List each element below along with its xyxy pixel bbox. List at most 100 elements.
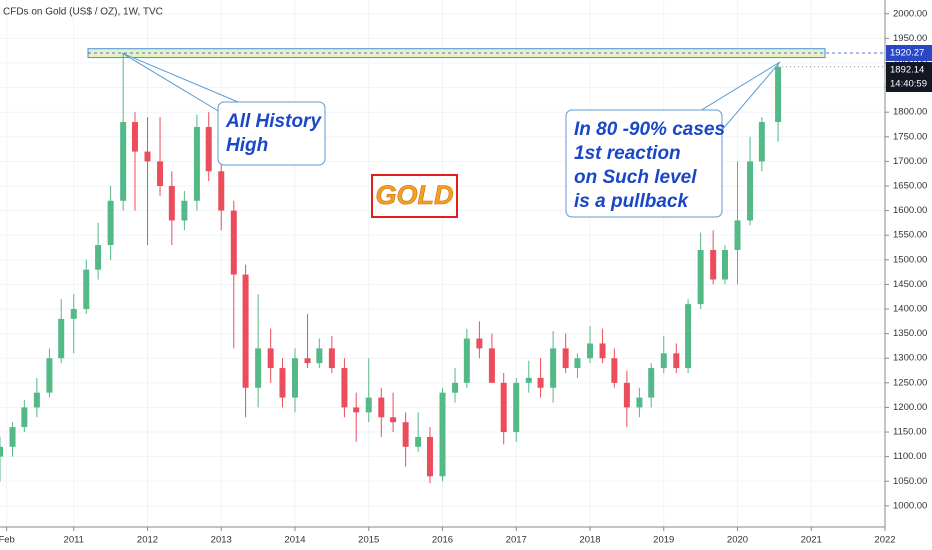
candle-body bbox=[181, 200, 188, 221]
x-tick-label: Feb bbox=[0, 535, 15, 546]
candle-body bbox=[0, 446, 3, 457]
level-price-tag bbox=[886, 45, 932, 62]
x-tick-label: 2018 bbox=[579, 535, 600, 546]
y-tick-label: 1050.00 bbox=[893, 476, 927, 487]
candle-body bbox=[721, 249, 728, 280]
candle-body bbox=[574, 358, 581, 369]
x-tick-label: 2012 bbox=[137, 535, 158, 546]
y-tick-label: 1950.00 bbox=[893, 33, 927, 44]
x-tick-label: 2011 bbox=[64, 535, 84, 546]
candle-body bbox=[415, 436, 422, 447]
y-tick-label: 1000.00 bbox=[893, 500, 927, 511]
candle-body bbox=[378, 397, 385, 418]
y-tick-label: 1150.00 bbox=[893, 427, 927, 438]
candle-body bbox=[365, 397, 372, 413]
candle-body bbox=[21, 407, 28, 428]
candle-body bbox=[218, 171, 225, 211]
candle-body bbox=[230, 210, 237, 275]
annotation-text: on Such level bbox=[574, 167, 697, 188]
x-tick-label: 2016 bbox=[432, 535, 453, 546]
candle-body bbox=[58, 318, 65, 359]
candle-body bbox=[157, 161, 164, 186]
candle-body bbox=[83, 269, 90, 310]
candle-body bbox=[267, 348, 274, 369]
y-tick-label: 2000.00 bbox=[893, 8, 927, 19]
x-tick-label: 2013 bbox=[211, 535, 232, 546]
candle-body bbox=[734, 220, 741, 250]
candle-body bbox=[120, 122, 127, 201]
candle-body bbox=[353, 407, 360, 413]
candle-body bbox=[107, 200, 114, 246]
candle-body bbox=[758, 122, 765, 162]
candle-body bbox=[452, 382, 459, 393]
y-tick-label: 1600.00 bbox=[893, 205, 927, 216]
y-tick-label: 1500.00 bbox=[893, 254, 927, 265]
candle-body bbox=[304, 358, 311, 364]
candle-body bbox=[587, 343, 593, 359]
candle-body bbox=[242, 274, 249, 388]
y-tick-label: 1450.00 bbox=[893, 279, 927, 290]
y-tick-label: 1550.00 bbox=[893, 230, 927, 241]
chart-title: CFDs on Gold (US$ / OZ), 1W, TVC bbox=[3, 7, 163, 18]
candle-body bbox=[599, 343, 606, 359]
callout-box bbox=[565, 109, 723, 218]
y-tick-label: 1350.00 bbox=[893, 328, 927, 339]
y-tick-label: 1800.00 bbox=[893, 107, 927, 118]
annotation-text: 1st reaction bbox=[574, 143, 681, 164]
candles bbox=[0, 53, 885, 484]
x-tick-label: 2022 bbox=[874, 535, 895, 546]
candle-body bbox=[747, 161, 754, 221]
candle-body bbox=[131, 122, 138, 152]
y-tick-label: 1200.00 bbox=[893, 402, 927, 413]
y-tick-label: 1700.00 bbox=[893, 156, 927, 167]
candle-body bbox=[402, 422, 409, 447]
candle-body bbox=[205, 126, 212, 172]
y-tick-label: 1750.00 bbox=[893, 131, 927, 142]
candle-body bbox=[463, 338, 470, 383]
y-tick-label: 1400.00 bbox=[893, 304, 927, 315]
overlay: GOLD CFDs on Gold (US$ / OZ), 1W, TVC bbox=[3, 7, 781, 218]
annotation-text: High bbox=[226, 135, 268, 156]
annotations: All History High In 80 -90% cases 1st react… bbox=[225, 111, 725, 212]
candle-body bbox=[685, 304, 692, 369]
candle-body bbox=[426, 436, 433, 477]
annotation-text: All History bbox=[225, 111, 322, 132]
x-tick-label: 2014 bbox=[284, 535, 305, 546]
candle-body bbox=[550, 348, 557, 388]
y-tick-label: 1250.00 bbox=[893, 377, 927, 388]
candle-body bbox=[476, 338, 483, 349]
candle-body bbox=[488, 348, 495, 383]
annotation-text: In 80 -90% cases bbox=[574, 119, 725, 140]
countdown-label: 14:40:59 bbox=[890, 79, 927, 90]
candle-body bbox=[636, 397, 643, 408]
candle-body bbox=[168, 186, 175, 221]
candle-body bbox=[144, 151, 151, 162]
candle-body bbox=[611, 358, 618, 383]
x-tick-label: 2021 bbox=[801, 535, 822, 546]
candle-body bbox=[660, 353, 667, 369]
x-tick-label: 2020 bbox=[727, 535, 748, 546]
last-price-tag bbox=[886, 62, 932, 93]
x-tick-label: 2017 bbox=[506, 535, 527, 546]
candle-body bbox=[341, 368, 348, 408]
candle-body bbox=[279, 368, 286, 398]
annotation-text: is a pullback bbox=[574, 191, 689, 212]
candle-body bbox=[775, 66, 782, 123]
candle-body bbox=[9, 427, 16, 447]
last-price-label: 1892.14 bbox=[890, 65, 924, 76]
callout-box bbox=[217, 101, 326, 166]
candle-body bbox=[316, 348, 323, 364]
x-tick-label: 2015 bbox=[358, 535, 379, 546]
axes: 1000.00 1050.00 1100.00 1150.00 1200.00 1250.… bbox=[0, 8, 932, 546]
y-tick-label: 1300.00 bbox=[893, 353, 927, 364]
candle-body bbox=[70, 309, 77, 319]
candle-body bbox=[562, 348, 569, 369]
candle-body bbox=[623, 382, 630, 408]
candle-body bbox=[710, 249, 717, 280]
candle-body bbox=[673, 353, 680, 369]
level-price-label: 1920.27 bbox=[890, 48, 924, 59]
candle-body bbox=[525, 377, 532, 383]
